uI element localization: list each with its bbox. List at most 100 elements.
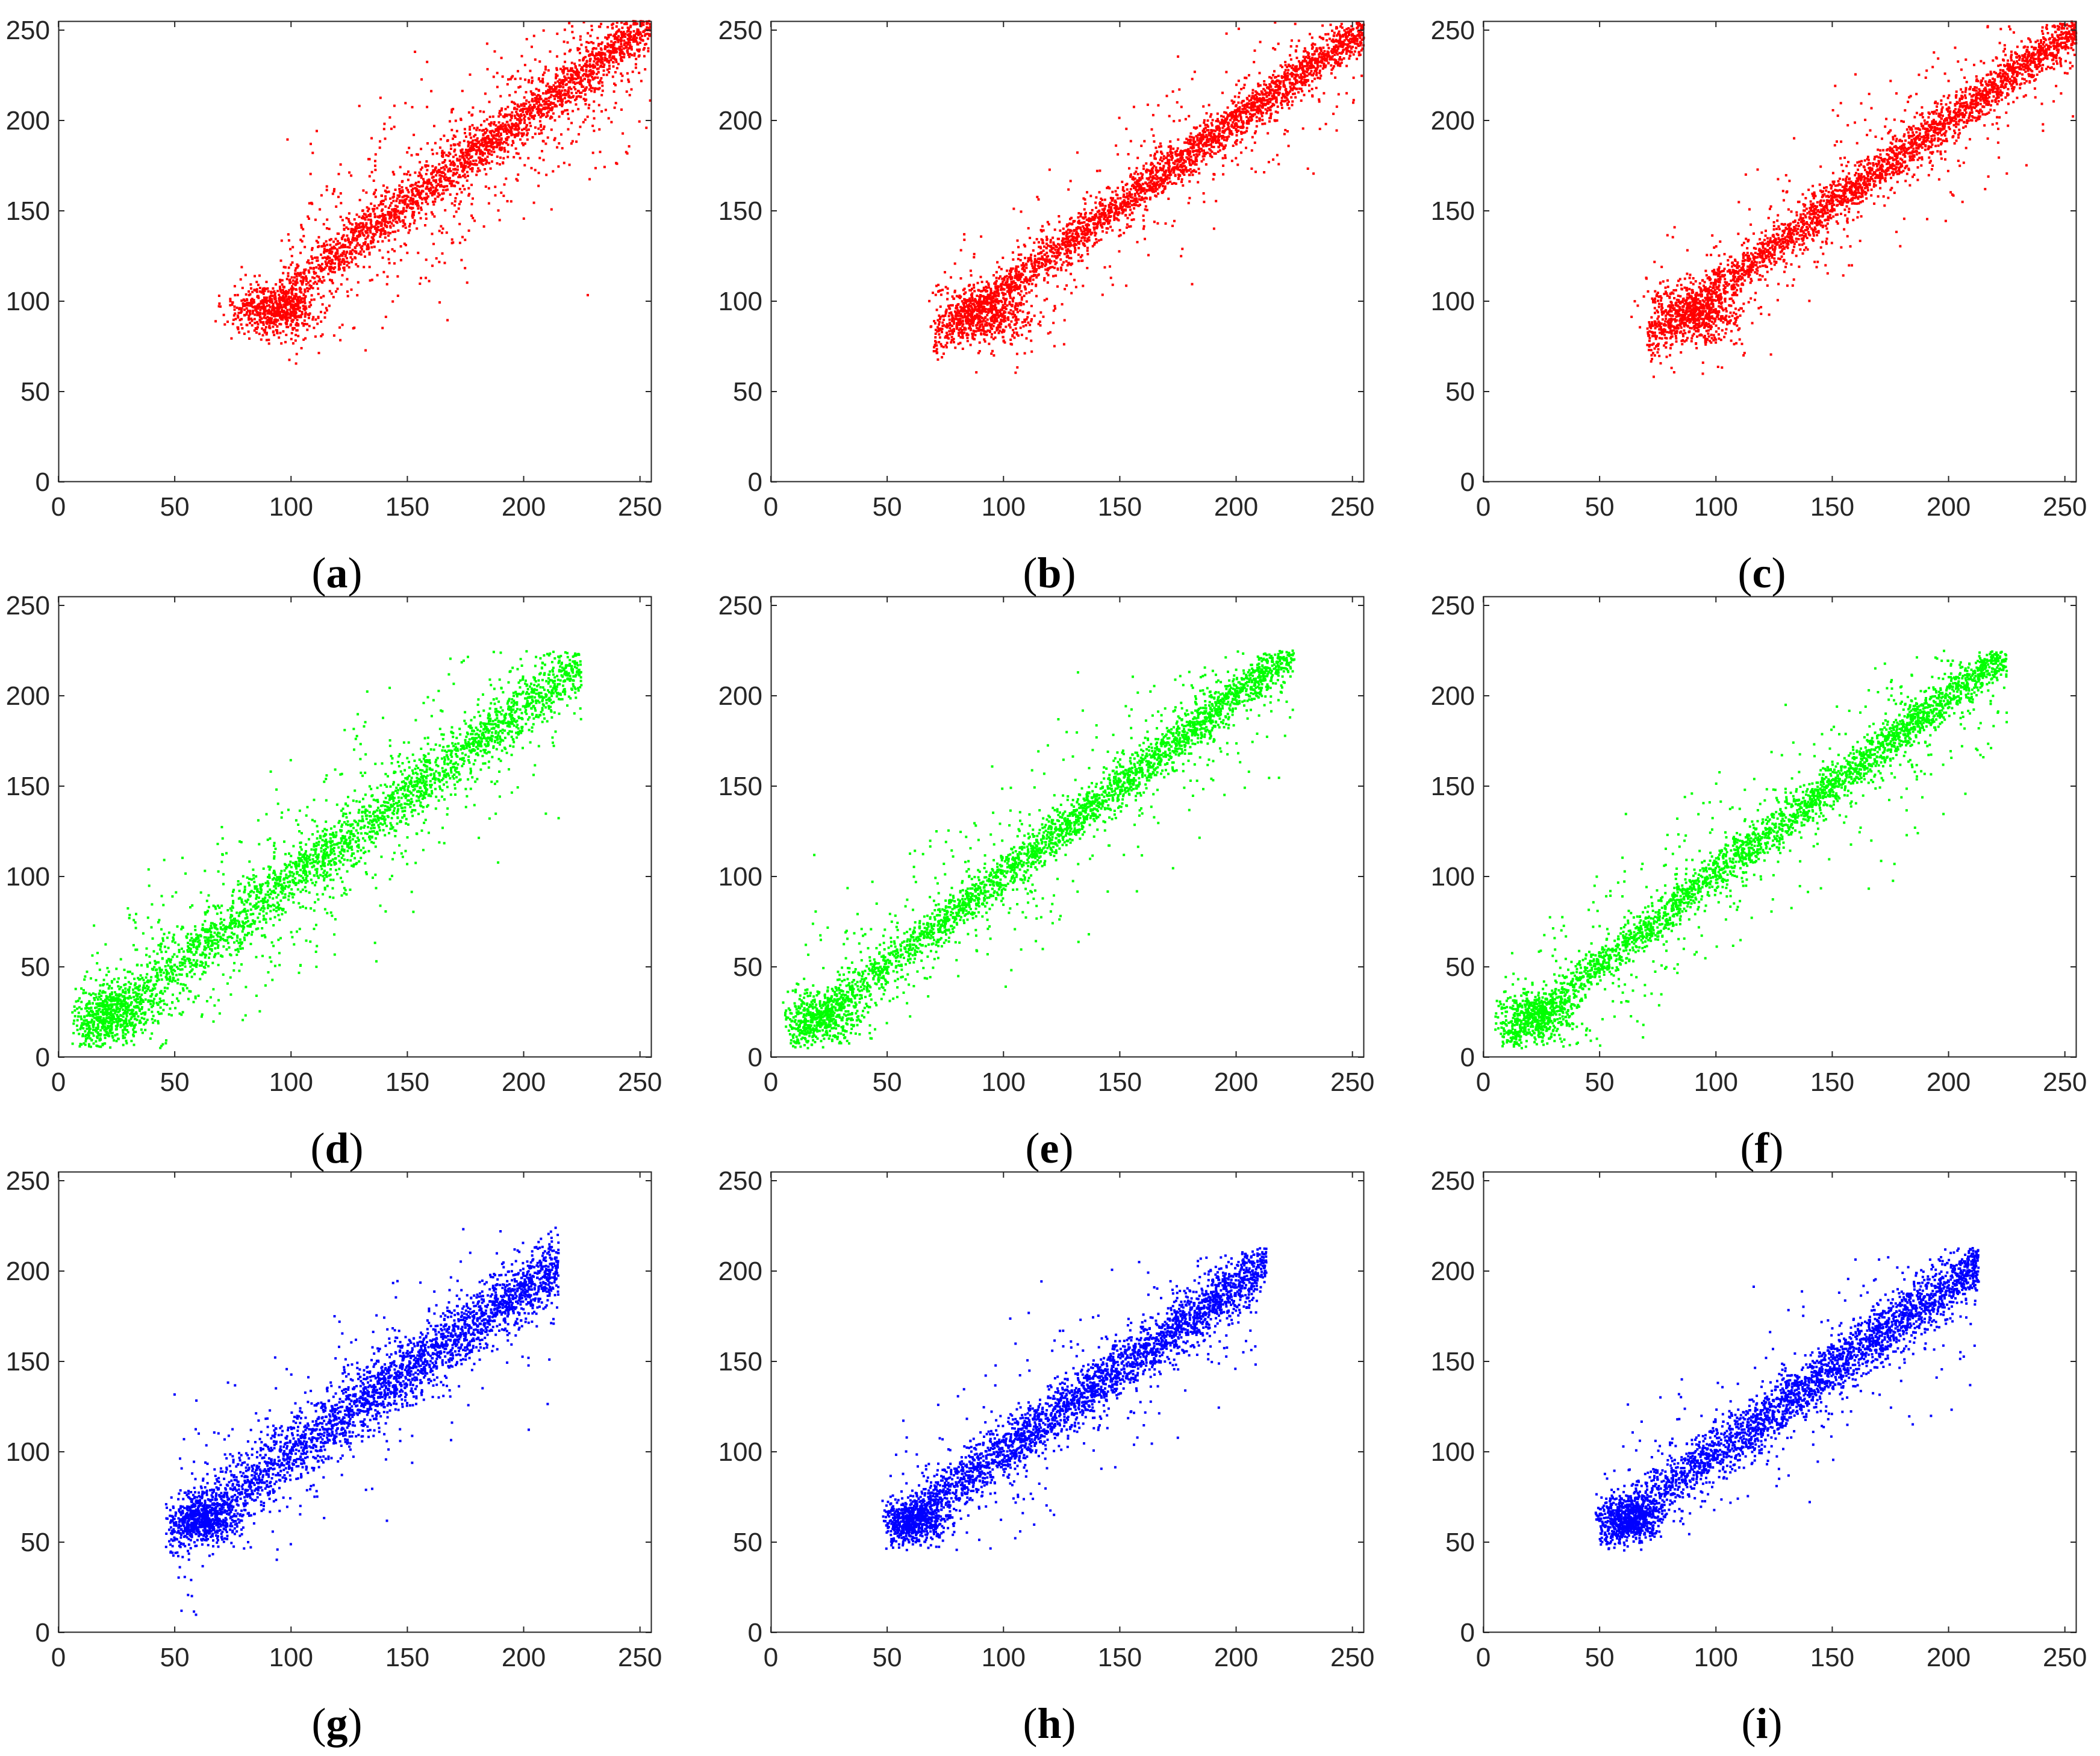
scatter-point (377, 222, 380, 225)
scatter-point (308, 217, 310, 220)
scatter-point (546, 114, 549, 117)
scatter-point (588, 80, 591, 83)
scatter-point (546, 111, 549, 114)
scatter-point (576, 47, 579, 50)
scatter-point (472, 197, 474, 200)
scatter-point (1123, 202, 1126, 205)
scatter-point (1141, 175, 1144, 178)
scatter-point (528, 105, 531, 108)
scatter-point (288, 358, 291, 361)
scatter-point (957, 342, 960, 345)
scatter-point (573, 62, 576, 65)
scatter-point (260, 291, 263, 294)
scatter-point (506, 105, 509, 108)
scatter-point (547, 110, 550, 113)
scatter-point (285, 298, 288, 301)
scatter-point (561, 147, 564, 150)
scatter-point (632, 23, 635, 26)
scatter-point (354, 237, 357, 240)
scatter-point (555, 105, 558, 108)
scatter-point (1002, 336, 1005, 339)
scatter-point (556, 146, 559, 149)
scatter-point (584, 103, 587, 105)
scatter-point (1306, 70, 1309, 73)
scatter-point (978, 295, 981, 298)
scatter-point (234, 294, 237, 296)
scatter-point (1226, 113, 1229, 116)
scatter-point (1161, 184, 1164, 187)
scatter-point (426, 60, 429, 63)
scatter-point (561, 89, 564, 92)
scatter-point (267, 299, 270, 302)
scatter-point (493, 123, 496, 126)
scatter-point (505, 137, 508, 140)
scatter-point (367, 234, 370, 237)
scatter-point (425, 187, 428, 190)
scatter-point (391, 208, 394, 211)
scatter-point (590, 64, 593, 67)
scatter-point (1128, 191, 1131, 194)
scatter-point (516, 179, 519, 182)
scatter-point (343, 228, 346, 231)
scatter-point (531, 93, 534, 96)
scatter-point (285, 300, 288, 303)
scatter-point (486, 129, 488, 132)
scatter-point (317, 236, 320, 239)
scatter-point (460, 200, 462, 203)
scatter-point (317, 280, 320, 283)
scatter-point (297, 334, 300, 337)
scatter-point (629, 39, 632, 41)
scatter-point (332, 255, 335, 258)
scatter-point (1015, 315, 1018, 318)
scatter-point (286, 316, 289, 319)
scatter-point (301, 322, 304, 325)
scatter-point (971, 324, 974, 327)
scatter-point (298, 274, 301, 277)
scatter-point (340, 261, 343, 264)
scatter-point (522, 109, 525, 112)
scatter-point (1312, 72, 1315, 75)
scatter-point (349, 256, 352, 259)
scatter-point (497, 209, 500, 212)
scatter-point (1336, 33, 1339, 36)
scatter-point (603, 52, 606, 55)
scatter-point (384, 198, 387, 201)
scatter-point (420, 185, 423, 188)
scatter-point (299, 286, 302, 289)
scatter-point (274, 307, 277, 310)
scatter-point (1096, 210, 1099, 213)
scatter-point (557, 96, 559, 99)
scatter-point (564, 94, 567, 97)
scatter-point (258, 319, 261, 322)
scatter-point (397, 210, 399, 212)
scatter-point (344, 254, 347, 257)
scatter-point (1225, 139, 1228, 142)
scatter-point (329, 243, 332, 246)
scatter-point (1011, 313, 1014, 316)
scatter-point (1181, 157, 1184, 159)
scatter-point (254, 313, 257, 316)
scatter-point (488, 123, 491, 126)
scatter-point (361, 245, 364, 248)
scatter-point (519, 121, 522, 124)
scatter-point (437, 183, 440, 186)
scatter-point (601, 57, 604, 60)
scatter-point (321, 263, 323, 266)
scatter-point (269, 305, 272, 308)
scatter-point (505, 113, 508, 116)
scatter-point (497, 131, 500, 134)
scatter-point (214, 320, 217, 323)
scatter-point (528, 101, 531, 104)
scatter-point (1301, 84, 1304, 86)
scatter-point (333, 270, 336, 273)
scatter-point (455, 181, 458, 184)
scatter-point (1149, 175, 1152, 178)
scatter-point (573, 77, 576, 80)
scatter-point (328, 257, 331, 260)
scatter-point (293, 313, 296, 316)
scatter-point (429, 189, 432, 192)
scatter-point (442, 192, 445, 195)
scatter-point (576, 70, 579, 73)
scatter-point (482, 133, 485, 136)
y-tick-label: 150 (6, 196, 50, 226)
